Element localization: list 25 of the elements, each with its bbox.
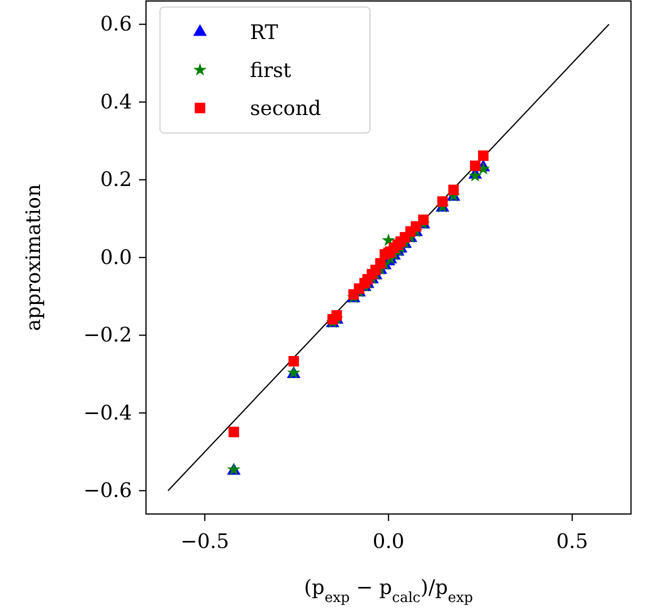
y-tick-label: 0.0 [100, 244, 132, 269]
point [228, 426, 240, 438]
point [437, 196, 448, 207]
x-tick-label: 0.0 [372, 529, 404, 553]
legend-label: second [250, 96, 322, 120]
y-axis-title: approximation [21, 184, 45, 332]
point [448, 184, 459, 196]
point [375, 258, 386, 269]
x-axis-title: (p$_{exp}$ − p$_{calc}$)/p$_{exp}$ [304, 575, 474, 606]
x-tick-label: −0.5 [180, 529, 230, 553]
point [418, 214, 429, 226]
point [331, 310, 342, 321]
y-tick-label: 0.6 [100, 12, 132, 36]
y-tick-label: −0.2 [83, 322, 132, 347]
y-tick-label: 0.4 [100, 89, 132, 114]
y-tick-label: −0.6 [83, 478, 132, 502]
y-tick-label: 0.2 [100, 167, 132, 192]
point [470, 160, 480, 172]
y-tick-label: −0.4 [83, 400, 132, 424]
x-tick-label: 0.5 [556, 529, 588, 553]
point [478, 150, 489, 161]
point [382, 233, 396, 246]
legend-label: RT [250, 20, 279, 44]
legend-label: first [250, 58, 292, 82]
point [288, 356, 299, 367]
